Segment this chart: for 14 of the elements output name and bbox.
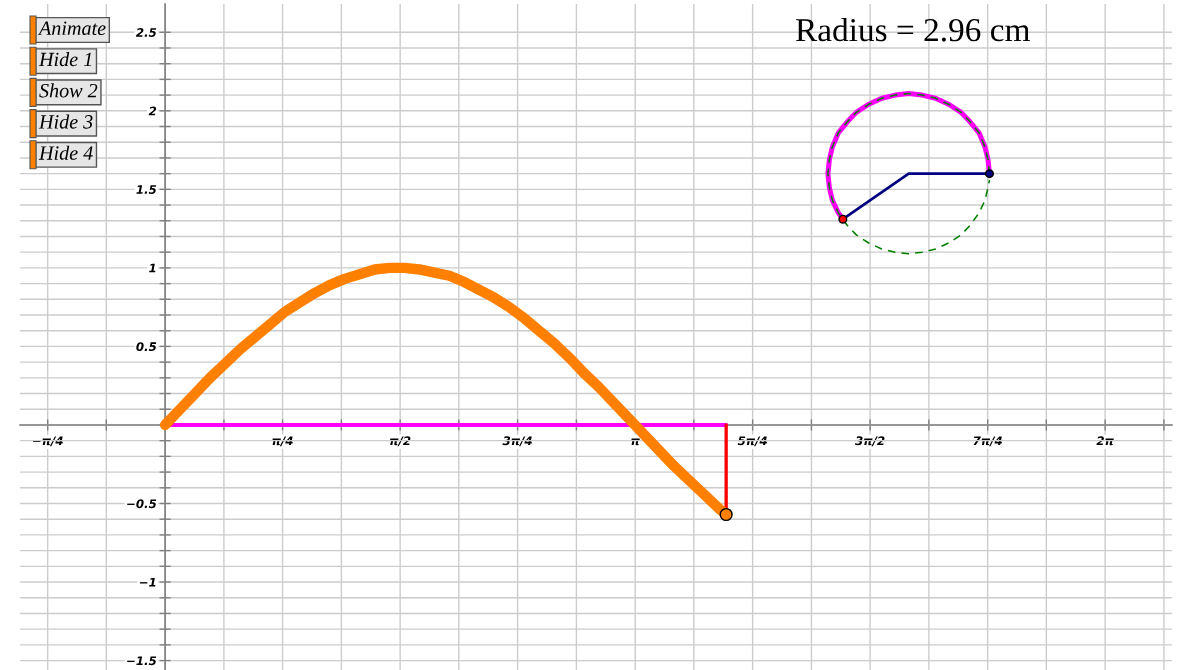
y-tick-label: 1: [149, 263, 156, 273]
y-tick-label: −1.5: [127, 656, 157, 666]
y-tick-label: −0.5: [127, 499, 157, 509]
y-tick-label: 2: [148, 106, 157, 116]
annotation: Animate: [37, 21, 106, 36]
y-tick-label: 0.5: [136, 342, 157, 352]
annotation: Radius = 2.96 cm: [795, 17, 1030, 42]
annotation: Hide 3: [38, 114, 93, 129]
y-tick-label: −1: [139, 577, 156, 587]
annotation: Show 2: [39, 83, 98, 98]
annotation: Hide 1: [38, 52, 92, 67]
y-tick-label: 2.5: [135, 28, 157, 37]
annotation: Hide 4: [38, 145, 93, 160]
y-tick-label: 1.5: [136, 185, 157, 194]
